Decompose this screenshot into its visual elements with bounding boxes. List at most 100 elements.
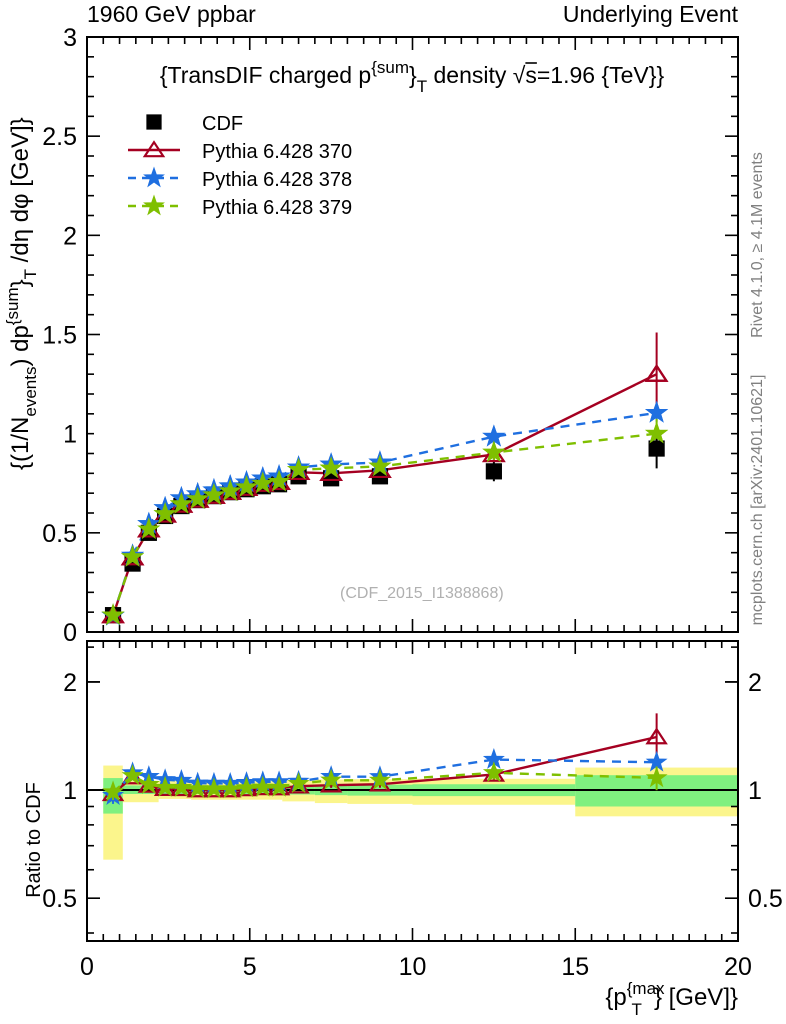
axis-tick-label: 2 bbox=[748, 669, 762, 697]
axis-tick-label: 0 bbox=[63, 619, 77, 647]
marker-square bbox=[146, 114, 162, 130]
axis-tick-label: 20 bbox=[724, 953, 752, 981]
marker-star bbox=[101, 603, 125, 626]
marker-star bbox=[287, 772, 310, 793]
marker-star bbox=[368, 454, 392, 477]
axis-tick-label: 1.5 bbox=[42, 322, 77, 350]
axis-tick-label: 10 bbox=[399, 953, 427, 981]
marker-triangle bbox=[645, 727, 668, 745]
marker-star bbox=[102, 780, 124, 802]
marker-star bbox=[153, 501, 177, 524]
axis-tick-label: 0.5 bbox=[748, 885, 783, 913]
title-sup: {sum bbox=[371, 58, 409, 77]
ylab-sup-sum: {sum bbox=[3, 287, 22, 325]
watermark-label: (CDF_2015_I1388868) bbox=[340, 585, 504, 602]
axis-tick-label: 1 bbox=[63, 421, 77, 449]
ratio-panel: 0 5 10 15 20 0.5 0.5 1 1 2 2 bbox=[42, 640, 783, 981]
legend-item: Pythia 6.428 378 bbox=[128, 166, 352, 191]
ylab-p3: } bbox=[7, 279, 34, 287]
axis-tick-label: 15 bbox=[561, 953, 589, 981]
marker-star bbox=[121, 764, 144, 786]
title-brace: } bbox=[409, 62, 417, 88]
legend-item: Pythia 6.428 370 bbox=[128, 140, 352, 163]
series-pythia-6.428-370-top bbox=[101, 363, 669, 624]
axis-tick-label: 2 bbox=[63, 669, 77, 697]
title-post: =1.96 {TeV}} bbox=[537, 62, 665, 88]
ylab-sub-T: T bbox=[21, 269, 40, 279]
marker-star bbox=[319, 456, 343, 479]
xlab-p2: } [GeV]} bbox=[654, 984, 738, 1011]
marker-star bbox=[645, 421, 669, 444]
marker-star bbox=[368, 768, 391, 790]
title-mid: density bbox=[427, 62, 513, 88]
x-axis-label: {p{max T } [GeV]} bbox=[605, 979, 738, 1019]
title-subscript-T: T bbox=[417, 77, 427, 96]
legend-label: Pythia 6.428 370 bbox=[202, 141, 352, 163]
marker-star bbox=[219, 777, 242, 799]
xlab-sup-max: {max bbox=[627, 979, 665, 998]
ylab-p1: {(1/N bbox=[7, 417, 34, 470]
main-panel: 0 0.5 1 1.5 2 2.5 3 bbox=[42, 24, 739, 647]
axis-tick-label: 2.5 bbox=[42, 123, 77, 151]
marker-star bbox=[234, 475, 259, 498]
title-pre: {TransDIF charged p bbox=[160, 62, 371, 88]
axis-tick-label: 1 bbox=[63, 777, 77, 805]
xlab-sub-T: T bbox=[632, 1000, 642, 1019]
ylab-sub-events: events bbox=[21, 367, 40, 417]
marker-star bbox=[202, 482, 226, 505]
series-pythia-6.428-379-top bbox=[101, 421, 669, 626]
svg-text:{TransDIF charged p{sum}T dens: {TransDIF charged p{sum}T density √s=1.9… bbox=[160, 58, 665, 96]
xlab-p1: {p bbox=[605, 984, 626, 1011]
marker-star bbox=[137, 773, 160, 794]
header-right: Underlying Event bbox=[563, 1, 739, 27]
marker-star bbox=[170, 776, 193, 797]
legend-label: Pythia 6.428 378 bbox=[202, 169, 352, 191]
title-sqrt-arg: s bbox=[525, 62, 537, 88]
marker-star bbox=[121, 544, 145, 567]
header-left: 1960 GeV ppbar bbox=[87, 1, 256, 27]
panel-frame bbox=[86, 36, 739, 633]
legend-item: CDF bbox=[146, 113, 243, 135]
marker-star bbox=[143, 166, 165, 188]
marker-star bbox=[645, 766, 668, 788]
marker-star bbox=[482, 761, 505, 783]
marker-square bbox=[485, 463, 502, 480]
marker-star bbox=[268, 775, 291, 797]
marker-star bbox=[267, 469, 291, 492]
marker-triangle bbox=[644, 363, 669, 382]
y-axis-label-ratio: Ratio to CDF bbox=[23, 782, 45, 898]
legend: CDF Pythia 6.428 370 Pythia 6.428 378 Pythi… bbox=[128, 113, 352, 219]
marker-star bbox=[218, 479, 242, 502]
y-axis-label-main: {(1/Nevents) dp{sum}T /dη dφ [GeV]} bbox=[3, 117, 40, 470]
title-sqrt: √ bbox=[513, 62, 526, 88]
marker-triangle bbox=[142, 140, 166, 158]
plot-title: {TransDIF charged p{sum}T density √s=1.9… bbox=[160, 58, 665, 96]
legend-item: Pythia 6.428 379 bbox=[128, 194, 352, 219]
marker-star bbox=[186, 486, 210, 509]
marker-star bbox=[645, 400, 669, 423]
marker-square bbox=[648, 440, 665, 457]
axis-tick-label: 0 bbox=[80, 953, 94, 981]
axis-tick-label: 5 bbox=[243, 953, 257, 981]
marker-star bbox=[143, 194, 165, 216]
marker-star bbox=[251, 471, 275, 494]
side-text-mcplots: mcplots.cern.ch [arXiv:2401.10621] bbox=[749, 375, 766, 626]
marker-star bbox=[137, 517, 161, 540]
axis-tick-label: 2 bbox=[63, 222, 77, 250]
ylab-p4: /dη dφ [GeV]} bbox=[7, 117, 34, 269]
axis-tick-label: 0.5 bbox=[42, 885, 77, 913]
marker-star bbox=[482, 440, 506, 463]
marker-star bbox=[320, 768, 343, 790]
ratio-series-pythia-6.428-379 bbox=[102, 761, 668, 802]
axis-tick-label: 3 bbox=[63, 24, 77, 52]
marker-star bbox=[645, 750, 668, 772]
ylab-p2: ) dp bbox=[7, 325, 34, 366]
marker-star bbox=[169, 491, 193, 514]
side-text-rivet: Rivet 4.1.0, ≥ 4.1M events bbox=[749, 152, 766, 338]
marker-star bbox=[287, 457, 311, 480]
axis-tick-label: 0.5 bbox=[42, 520, 77, 548]
axis-tick-label: 1 bbox=[748, 777, 762, 805]
legend-label: CDF bbox=[202, 113, 243, 135]
